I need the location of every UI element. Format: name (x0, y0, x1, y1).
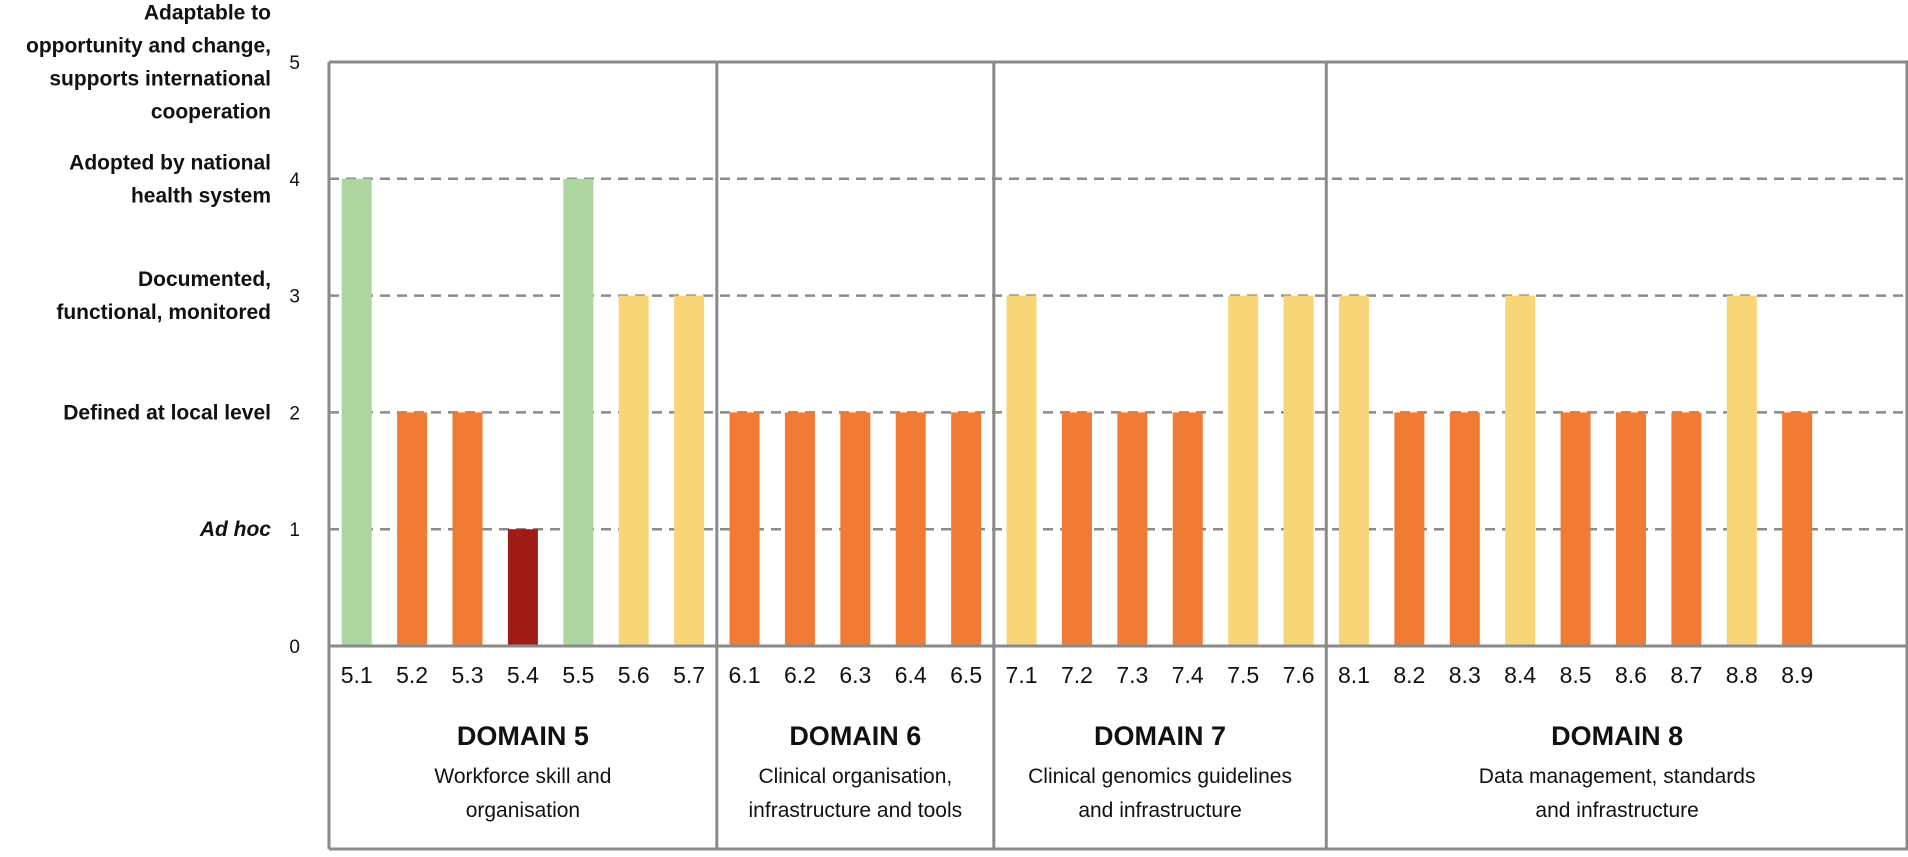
bar-5-3 (452, 412, 483, 646)
bar-8-9 (1782, 412, 1813, 646)
y-tick-2: 2 (289, 403, 300, 424)
domain-subtitle: and infrastructure (1078, 799, 1241, 822)
x-tick-5-4: 5.4 (507, 662, 539, 688)
maturity-level-labels: Ad hoc Defined at local level Documented, f… (26, 2, 271, 542)
domain-title: DOMAIN 6 (789, 721, 921, 751)
level-label-4: Adopted by national (69, 151, 271, 174)
y-tick-4: 4 (289, 170, 300, 191)
x-axis-ticks: 5.1 5.2 5.3 5.4 5.5 5.6 5.7 6.1 6.2 6.3 6.4 6.5 7.1 7… (341, 662, 1813, 688)
bar-6-4 (895, 412, 926, 646)
bar-7-1 (1006, 295, 1037, 646)
x-tick-7-4: 7.4 (1172, 662, 1204, 688)
x-tick-6-3: 6.3 (839, 662, 871, 688)
bar-8-5 (1560, 412, 1591, 646)
level-label-1: Ad hoc (199, 518, 271, 541)
bar-8-4 (1505, 295, 1536, 646)
x-tick-8-5: 8.5 (1560, 662, 1592, 688)
x-tick-8-2: 8.2 (1393, 662, 1425, 688)
x-tick-8-7: 8.7 (1670, 662, 1702, 688)
bar-7-6 (1283, 295, 1314, 646)
x-tick-8-1: 8.1 (1338, 662, 1370, 688)
x-tick-6-1: 6.1 (729, 662, 761, 688)
x-tick-5-7: 5.7 (673, 662, 705, 688)
bar-5-7 (674, 295, 705, 646)
bar-8-7 (1671, 412, 1702, 646)
bar-6-5 (951, 412, 982, 646)
y-tick-5: 5 (289, 53, 300, 74)
x-tick-6-5: 6.5 (950, 662, 982, 688)
bar-7-3 (1117, 412, 1148, 646)
bar-6-2 (784, 412, 815, 646)
x-tick-7-6: 7.6 (1283, 662, 1315, 688)
domain-title: DOMAIN 7 (1094, 721, 1226, 751)
bar-5-5 (563, 178, 594, 647)
bar-7-4 (1172, 412, 1203, 646)
bar-7-2 (1061, 412, 1092, 646)
bar-5-6 (618, 295, 649, 646)
x-tick-5-1: 5.1 (341, 662, 373, 688)
bar-8-3 (1449, 412, 1480, 646)
domain-subtitle: Data management, standards (1479, 765, 1756, 788)
level-label-3: Documented, (138, 268, 271, 291)
bar-5-2 (397, 412, 428, 646)
level-label-5: Adaptable to (144, 2, 271, 25)
domain-subtitle: Workforce skill and (434, 765, 611, 788)
domain-title: DOMAIN 5 (457, 721, 589, 751)
domain-title: DOMAIN 8 (1551, 721, 1683, 751)
bars (341, 178, 1813, 647)
x-tick-8-3: 8.3 (1449, 662, 1481, 688)
x-tick-8-6: 8.6 (1615, 662, 1647, 688)
x-tick-7-1: 7.1 (1006, 662, 1038, 688)
plot-frame (327, 60, 1908, 851)
x-tick-6-4: 6.4 (895, 662, 927, 688)
bar-5-4 (507, 529, 538, 646)
x-tick-5-5: 5.5 (562, 662, 594, 688)
x-tick-7-5: 7.5 (1227, 662, 1259, 688)
y-axis-ticks: 0 1 2 3 4 5 (289, 53, 300, 658)
x-tick-8-8: 8.8 (1726, 662, 1758, 688)
domain-subtitle: Clinical organisation, (758, 765, 952, 788)
domain-subtitle: infrastructure and tools (749, 799, 963, 822)
x-tick-8-4: 8.4 (1504, 662, 1536, 688)
level-label-5: supports international (49, 68, 271, 91)
level-label-2: Defined at local level (63, 401, 271, 424)
domain-subtitle: and infrastructure (1535, 799, 1698, 822)
domain-labels: DOMAIN 5 Workforce skill and organisation D… (434, 721, 1755, 822)
x-tick-5-2: 5.2 (396, 662, 428, 688)
level-label-3: functional, monitored (56, 301, 271, 324)
bar-8-2 (1394, 412, 1425, 646)
bar-6-1 (729, 412, 760, 646)
bar-6-3 (840, 412, 871, 646)
y-tick-0: 0 (289, 637, 300, 658)
x-tick-7-3: 7.3 (1116, 662, 1148, 688)
level-label-4: health system (131, 184, 271, 207)
domain-subtitle: organisation (466, 799, 580, 822)
bar-8-8 (1726, 295, 1757, 646)
bar-8-6 (1615, 412, 1646, 646)
x-tick-7-2: 7.2 (1061, 662, 1093, 688)
x-tick-8-9: 8.9 (1781, 662, 1813, 688)
level-label-5: opportunity and change, (26, 35, 271, 58)
bar-8-1 (1338, 295, 1369, 646)
level-label-5: cooperation (151, 101, 271, 124)
x-tick-5-6: 5.6 (618, 662, 650, 688)
bar-7-5 (1228, 295, 1259, 646)
domain-subtitle: Clinical genomics guidelines (1028, 765, 1292, 788)
x-tick-5-3: 5.3 (452, 662, 484, 688)
y-tick-1: 1 (289, 520, 300, 541)
y-tick-3: 3 (289, 287, 300, 308)
x-tick-6-2: 6.2 (784, 662, 816, 688)
bar-5-1 (341, 178, 372, 647)
